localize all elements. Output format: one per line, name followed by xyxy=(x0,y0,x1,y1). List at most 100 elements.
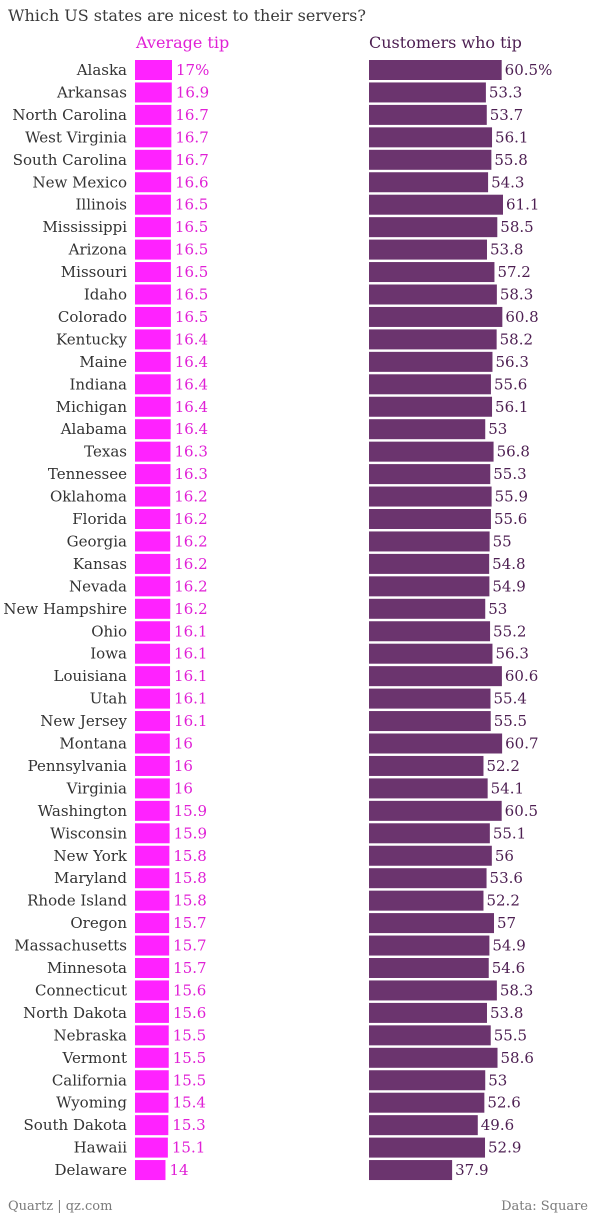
category-label: Colorado xyxy=(58,308,127,326)
bar-customers-tip xyxy=(369,374,491,395)
bar-avg-tip xyxy=(135,913,170,934)
bar-customers-tip xyxy=(369,262,495,283)
data-label-customers-tip: 55 xyxy=(493,532,512,550)
bar-avg-tip xyxy=(135,666,171,687)
data-label-customers-tip: 58.3 xyxy=(500,981,533,999)
bar-customers-tip xyxy=(369,823,490,844)
bar-customers-tip xyxy=(369,1137,486,1158)
category-label: Missouri xyxy=(61,263,127,281)
bar-avg-tip xyxy=(135,980,169,1001)
bar-customers-tip xyxy=(369,104,487,125)
category-label: West Virginia xyxy=(25,128,127,146)
data-label-avg-tip: 16.1 xyxy=(174,667,207,685)
data-label-avg-tip: 16.5 xyxy=(175,218,208,236)
bar-avg-tip xyxy=(135,868,170,889)
data-label-customers-tip: 52.6 xyxy=(487,1094,520,1112)
data-label-avg-tip: 15.7 xyxy=(173,914,206,932)
bar-customers-tip xyxy=(369,217,498,238)
bar-customers-tip xyxy=(369,82,486,103)
data-label-avg-tip: 16.4 xyxy=(175,330,208,348)
bar-avg-tip xyxy=(135,1070,169,1091)
data-label-avg-tip: 16.7 xyxy=(175,106,208,124)
data-label-customers-tip: 55.2 xyxy=(493,622,526,640)
data-label-avg-tip: 15.6 xyxy=(173,981,206,999)
bar-avg-tip xyxy=(135,1025,169,1046)
bar-avg-tip xyxy=(135,217,171,238)
data-label-customers-tip: 60.5 xyxy=(505,802,538,820)
bar-customers-tip xyxy=(369,464,491,485)
category-label: Wisconsin xyxy=(50,824,127,842)
data-label-customers-tip: 60.5% xyxy=(505,61,553,79)
bar-customers-tip xyxy=(369,419,486,440)
bar-customers-tip xyxy=(369,688,491,709)
data-label-customers-tip: 55.5 xyxy=(494,712,527,730)
data-label-customers-tip: 56.8 xyxy=(497,443,530,461)
bar-avg-tip xyxy=(135,733,170,754)
bar-avg-tip xyxy=(135,419,171,440)
bar-customers-tip xyxy=(369,553,490,574)
category-label: Utah xyxy=(90,690,128,708)
bar-avg-tip xyxy=(135,149,172,170)
category-label: Oregon xyxy=(70,914,127,932)
bar-avg-tip xyxy=(135,60,172,80)
category-label: California xyxy=(52,1071,127,1089)
bar-avg-tip xyxy=(135,755,170,776)
category-label: Montana xyxy=(59,735,127,753)
bar-avg-tip xyxy=(135,194,171,215)
bar-customers-tip xyxy=(369,598,486,619)
category-label: North Dakota xyxy=(23,1004,127,1022)
data-label-customers-tip: 53 xyxy=(488,600,507,618)
category-label: Washington xyxy=(38,802,128,820)
data-label-avg-tip: 16.1 xyxy=(174,712,207,730)
data-label-customers-tip: 55.6 xyxy=(494,375,527,393)
data-label-customers-tip: 58.6 xyxy=(501,1049,534,1067)
bar-customers-tip xyxy=(369,172,489,193)
data-label-customers-tip: 53 xyxy=(488,1071,507,1089)
bar-avg-tip xyxy=(135,239,171,260)
bar-customers-tip xyxy=(369,935,490,956)
data-label-avg-tip: 15.8 xyxy=(173,892,206,910)
category-label: Kentucky xyxy=(56,330,128,348)
data-label-avg-tip: 16.6 xyxy=(175,173,208,191)
data-label-avg-tip: 15.6 xyxy=(173,1004,206,1022)
bar-customers-tip xyxy=(369,441,494,462)
bar-avg-tip xyxy=(135,351,171,372)
data-label-customers-tip: 55.3 xyxy=(493,465,526,483)
data-label-customers-tip: 61.1 xyxy=(506,196,539,214)
data-label-avg-tip: 16.7 xyxy=(175,128,208,146)
chart-title: Which US states are nicest to their serv… xyxy=(8,6,366,25)
data-label-avg-tip: 15.8 xyxy=(173,847,206,865)
data-label-customers-tip: 52.9 xyxy=(488,1139,521,1157)
data-label-avg-tip: 16.2 xyxy=(174,510,207,528)
data-label-avg-tip: 16.7 xyxy=(175,151,208,169)
data-label-avg-tip: 15.5 xyxy=(173,1026,206,1044)
bar-customers-tip xyxy=(369,306,503,327)
data-label-customers-tip: 56.1 xyxy=(495,128,528,146)
bar-customers-tip xyxy=(369,913,495,934)
category-label: Texas xyxy=(84,443,127,461)
data-label-avg-tip: 16.5 xyxy=(175,263,208,281)
data-label-avg-tip: 15.9 xyxy=(174,802,207,820)
data-label-customers-tip: 49.6 xyxy=(481,1116,514,1134)
category-label: New York xyxy=(54,847,128,865)
category-label: Minnesota xyxy=(47,959,127,977)
data-label-customers-tip: 60.7 xyxy=(505,735,538,753)
data-label-avg-tip: 15.8 xyxy=(173,869,206,887)
bar-customers-tip xyxy=(369,351,493,372)
data-label-customers-tip: 58.2 xyxy=(500,330,533,348)
data-label-avg-tip: 16.2 xyxy=(174,555,207,573)
bar-avg-tip xyxy=(135,329,171,350)
data-label-customers-tip: 55.9 xyxy=(495,488,528,506)
bar-avg-tip xyxy=(135,935,170,956)
bar-customers-tip xyxy=(369,621,491,642)
data-label-customers-tip: 54.9 xyxy=(492,577,525,595)
bar-avg-tip xyxy=(135,553,171,574)
data-label-customers-tip: 54.9 xyxy=(492,937,525,955)
bar-customers-tip xyxy=(369,1070,486,1091)
data-label-avg-tip: 15.5 xyxy=(173,1049,206,1067)
bar-customers-tip xyxy=(369,890,484,911)
bar-customers-tip xyxy=(369,149,492,170)
data-label-avg-tip: 15.7 xyxy=(173,937,206,955)
bar-avg-tip xyxy=(135,464,171,485)
category-label: Vermont xyxy=(62,1049,127,1067)
